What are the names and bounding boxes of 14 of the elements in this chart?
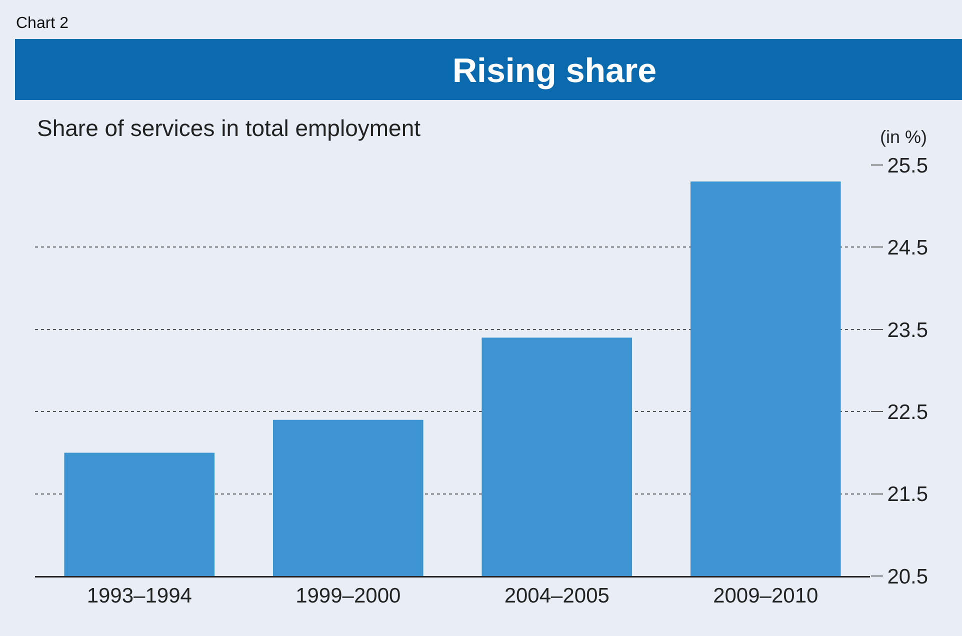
- caption: Chart 2: [16, 15, 69, 32]
- chart-title: Rising share: [452, 52, 657, 90]
- y-tick-label: 25.5: [887, 154, 928, 178]
- x-tick-label: 2004–2005: [504, 584, 610, 608]
- y-tick-label: 24.5: [887, 236, 928, 260]
- y-tick-label: 22.5: [887, 400, 928, 424]
- y-tick-label: 20.5: [887, 565, 928, 588]
- x-tick-label: 1999–2000: [296, 584, 401, 608]
- chart-subtitle: Share of services in total employment: [37, 115, 422, 141]
- y-tick-label: 21.5: [887, 483, 928, 506]
- x-tick-label: 2009–2010: [713, 584, 818, 608]
- y-tick-label: 23.5: [887, 318, 928, 342]
- x-tick-label: 1993–1994: [86, 584, 192, 608]
- y-axis-title: (in %): [880, 127, 928, 147]
